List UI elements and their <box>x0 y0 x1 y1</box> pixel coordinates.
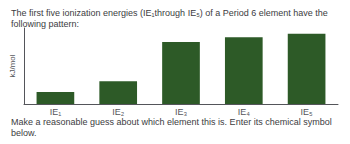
svg-text:IE₁: IE₁ <box>50 107 62 117</box>
svg-text:Make a reasonable guess about: Make a reasonable guess about which elem… <box>11 117 334 127</box>
svg-text:IE₄: IE₄ <box>238 107 251 117</box>
svg-text:below.: below. <box>11 128 37 138</box>
svg-text:IE₂: IE₂ <box>112 107 125 117</box>
svg-text:kJ/mol: kJ/mol <box>8 54 17 77</box>
svg-text:IE₃: IE₃ <box>175 107 188 117</box>
svg-text:IE₅: IE₅ <box>301 107 314 117</box>
svg-text:The first five ionization ener: The first five ionization energies (IE₁t… <box>11 8 330 18</box>
svg-text:following pattern:: following pattern: <box>11 19 79 29</box>
